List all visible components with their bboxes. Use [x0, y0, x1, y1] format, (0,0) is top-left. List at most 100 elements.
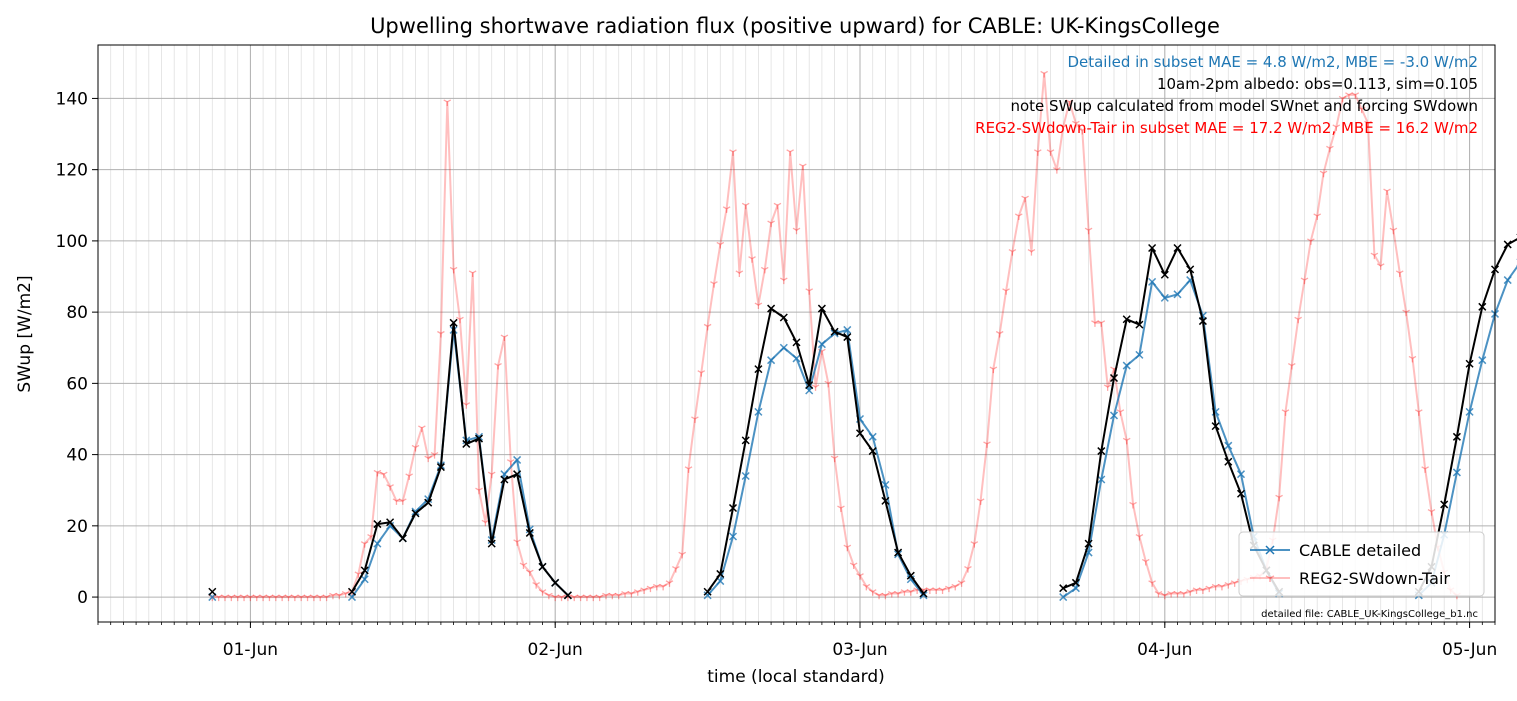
data-point	[373, 520, 382, 529]
data-point	[1364, 120, 1372, 128]
data-point	[418, 425, 426, 432]
data-point	[1211, 583, 1220, 591]
data-point	[278, 594, 286, 602]
data-point	[1129, 501, 1137, 509]
data-point	[430, 452, 439, 459]
data-point	[976, 498, 985, 505]
series-line	[1062, 247, 1280, 593]
data-point	[703, 323, 712, 331]
data-point	[1465, 359, 1474, 368]
data-point	[614, 592, 623, 600]
data-point	[1071, 578, 1080, 587]
data-point	[513, 470, 522, 479]
data-point	[360, 575, 369, 584]
data-point	[1097, 447, 1106, 456]
series-line	[1418, 265, 1517, 597]
data-point	[208, 587, 217, 596]
data-point	[379, 471, 388, 479]
data-point	[1211, 422, 1220, 431]
data-point	[849, 562, 858, 570]
data-point	[710, 281, 718, 288]
data-point	[855, 429, 865, 438]
data-point	[227, 594, 236, 602]
x-tick-label: 05-Jun	[1442, 640, 1497, 660]
data-point	[1300, 277, 1309, 285]
legend-box	[1238, 531, 1485, 597]
data-point	[1148, 243, 1157, 253]
series-layer	[208, 70, 1517, 602]
data-point	[506, 459, 515, 466]
data-point	[1351, 92, 1360, 99]
data-point	[729, 149, 737, 156]
data-point	[1224, 441, 1233, 450]
data-point	[1122, 361, 1131, 370]
data-point	[799, 163, 807, 171]
data-point	[995, 330, 1004, 338]
data-point	[716, 569, 725, 578]
annotation-4: REG2-SWdown-Tair in subset MAE = 17.2 W/…	[975, 119, 1478, 137]
data-point	[456, 316, 464, 324]
data-point	[487, 539, 496, 548]
y-axis-label: SWup [W/m2]	[15, 275, 35, 392]
legend-marker-cable-detailed	[1265, 545, 1275, 555]
data-point	[525, 569, 534, 577]
y-axis: 0 20 40 60 80 100 120 140	[56, 89, 98, 608]
data-point	[1046, 149, 1055, 156]
data-point	[1319, 170, 1328, 178]
data-point	[945, 585, 953, 593]
data-point	[792, 354, 801, 363]
data-point	[271, 594, 280, 602]
data-point	[1218, 583, 1226, 591]
data-point	[297, 594, 306, 602]
data-point	[303, 594, 312, 602]
data-point	[1383, 188, 1391, 196]
data-point	[462, 439, 471, 448]
data-point	[1186, 265, 1195, 274]
data-point	[659, 583, 667, 591]
data-point	[837, 505, 845, 513]
data-point	[881, 496, 890, 505]
data-point	[513, 455, 522, 464]
data-point	[862, 583, 871, 591]
data-point	[716, 241, 725, 249]
y-tick-label: 120	[56, 161, 88, 181]
data-point	[703, 587, 712, 596]
data-point	[1053, 167, 1061, 174]
annotation-1: Detailed in subset MAE = 4.8 W/m2, MBE =…	[1067, 53, 1478, 71]
data-point	[627, 590, 636, 598]
data-point	[1313, 213, 1322, 220]
data-point	[583, 594, 591, 602]
data-point	[1408, 355, 1417, 363]
data-point	[1021, 195, 1029, 203]
data-point	[1307, 238, 1315, 245]
x-tick-label: 04-Jun	[1137, 640, 1192, 660]
data-point	[252, 594, 261, 602]
series-line	[1062, 279, 1280, 598]
data-point	[538, 589, 547, 596]
data-point	[748, 256, 756, 263]
data-point	[1478, 302, 1487, 311]
data-point	[1033, 149, 1042, 156]
data-point	[474, 434, 484, 443]
data-point	[563, 591, 572, 600]
y-tick-label: 100	[56, 232, 88, 252]
data-point	[1287, 362, 1296, 370]
data-point	[392, 498, 401, 505]
data-point	[1154, 590, 1163, 598]
data-point	[347, 587, 357, 596]
data-point	[817, 304, 826, 313]
data-point	[1338, 95, 1347, 103]
data-point	[906, 589, 915, 596]
data-point	[462, 402, 471, 409]
data-point	[957, 580, 966, 587]
data-point	[1173, 290, 1182, 299]
data-point	[424, 498, 433, 507]
data-point	[830, 455, 839, 463]
data-point	[494, 362, 502, 370]
data-point	[1008, 249, 1017, 256]
y-tick-label: 60	[66, 374, 88, 394]
x-tick-label: 02-Jun	[528, 640, 583, 660]
data-point	[500, 334, 509, 342]
data-point	[964, 566, 972, 573]
data-point	[1503, 240, 1512, 249]
